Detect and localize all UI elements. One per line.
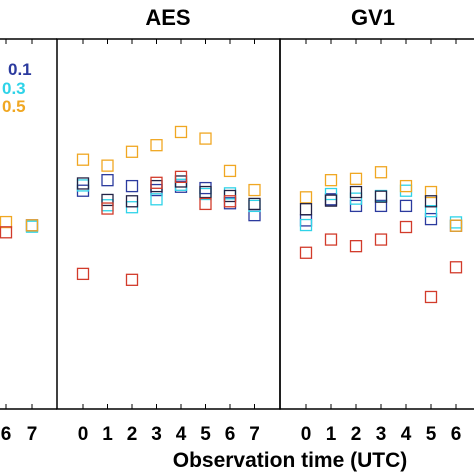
- data-point: [199, 132, 212, 145]
- data-point: [125, 179, 139, 193]
- data-point: [299, 218, 313, 232]
- x-axis-label: Observation time (UTC): [173, 449, 408, 472]
- x-tick-label: 0: [78, 424, 89, 445]
- data-point: [0, 215, 13, 229]
- data-point: [449, 261, 463, 274]
- legend-label-2: 0.5: [2, 97, 26, 116]
- x-tick-label: 6: [451, 424, 462, 445]
- data-point: [248, 197, 261, 211]
- legend-label-0: 0.1: [8, 60, 32, 79]
- x-tick-label: 3: [151, 424, 162, 445]
- x-tick-label: 4: [401, 424, 412, 445]
- data-point: [449, 219, 463, 232]
- data-point: [150, 193, 163, 206]
- data-point: [150, 139, 163, 152]
- data-point: [299, 246, 313, 259]
- data-point: [25, 219, 39, 232]
- data-point: [223, 164, 237, 178]
- data-point: [324, 187, 338, 201]
- x-tick-label: 3: [376, 424, 387, 445]
- marks-gv1: [299, 166, 463, 304]
- data-point: [324, 233, 338, 246]
- data-point: [399, 184, 413, 197]
- x-tick-label: 7: [249, 424, 260, 445]
- data-point: [374, 166, 388, 179]
- x-tick-label: 7: [27, 424, 38, 445]
- data-point: [374, 199, 388, 213]
- data-point: [101, 159, 114, 172]
- data-point: [324, 174, 338, 187]
- x-tick-label: 1: [102, 424, 113, 445]
- x-tick-label: 6: [1, 424, 12, 445]
- data-point: [174, 125, 188, 139]
- data-point: [223, 195, 237, 208]
- data-point: [424, 185, 438, 199]
- data-point: [374, 190, 388, 203]
- data-point: [199, 197, 212, 211]
- data-point: [349, 199, 363, 213]
- x-tick-label: 5: [426, 424, 437, 445]
- data-point: [125, 273, 139, 286]
- x-tick-label: 2: [351, 424, 362, 445]
- data-point: [101, 174, 114, 187]
- data-point: [349, 240, 363, 253]
- legend-label-1: 0.3: [2, 79, 26, 98]
- data-point: [101, 193, 114, 207]
- data-point: [399, 220, 413, 234]
- data-point: [101, 202, 114, 215]
- marks-left: [0, 215, 39, 239]
- data-point: [324, 194, 338, 207]
- data-point: [449, 216, 463, 229]
- data-point: [349, 185, 363, 199]
- legend: 0.1 0.3 0.5: [2, 60, 32, 116]
- data-point: [248, 183, 261, 197]
- data-point: [299, 191, 313, 204]
- data-point: [299, 203, 313, 216]
- x-tick-label: 6: [225, 424, 236, 445]
- x-tick-label: 1: [326, 424, 337, 445]
- data-point: [424, 212, 438, 226]
- data-point: [399, 179, 413, 193]
- data-point: [424, 290, 438, 304]
- data-point: [299, 214, 313, 227]
- marks-aes: [76, 125, 261, 286]
- data-point: [424, 195, 438, 208]
- data-point: [374, 233, 388, 246]
- data-point: [349, 172, 363, 185]
- x-tick-label: 5: [200, 424, 211, 445]
- data-point: [449, 219, 463, 232]
- data-point: [76, 153, 90, 166]
- x-tick-label: 4: [176, 424, 187, 445]
- x-tick-label: 2: [127, 424, 138, 445]
- data-point: [125, 145, 139, 158]
- data-point: [150, 179, 163, 193]
- data-point: [150, 176, 163, 189]
- data-point: [349, 192, 363, 205]
- panel-title-aes: AES: [145, 5, 190, 30]
- panel-title-gv1: GV1: [351, 5, 395, 30]
- data-point: [76, 267, 90, 281]
- data-point: [0, 226, 13, 239]
- data-point: [199, 185, 212, 199]
- x-tick-label: 0: [301, 424, 312, 445]
- data-point: [76, 177, 90, 190]
- data-point: [174, 170, 188, 184]
- data-point: [125, 195, 139, 208]
- data-point: [424, 205, 438, 218]
- data-point: [399, 199, 413, 213]
